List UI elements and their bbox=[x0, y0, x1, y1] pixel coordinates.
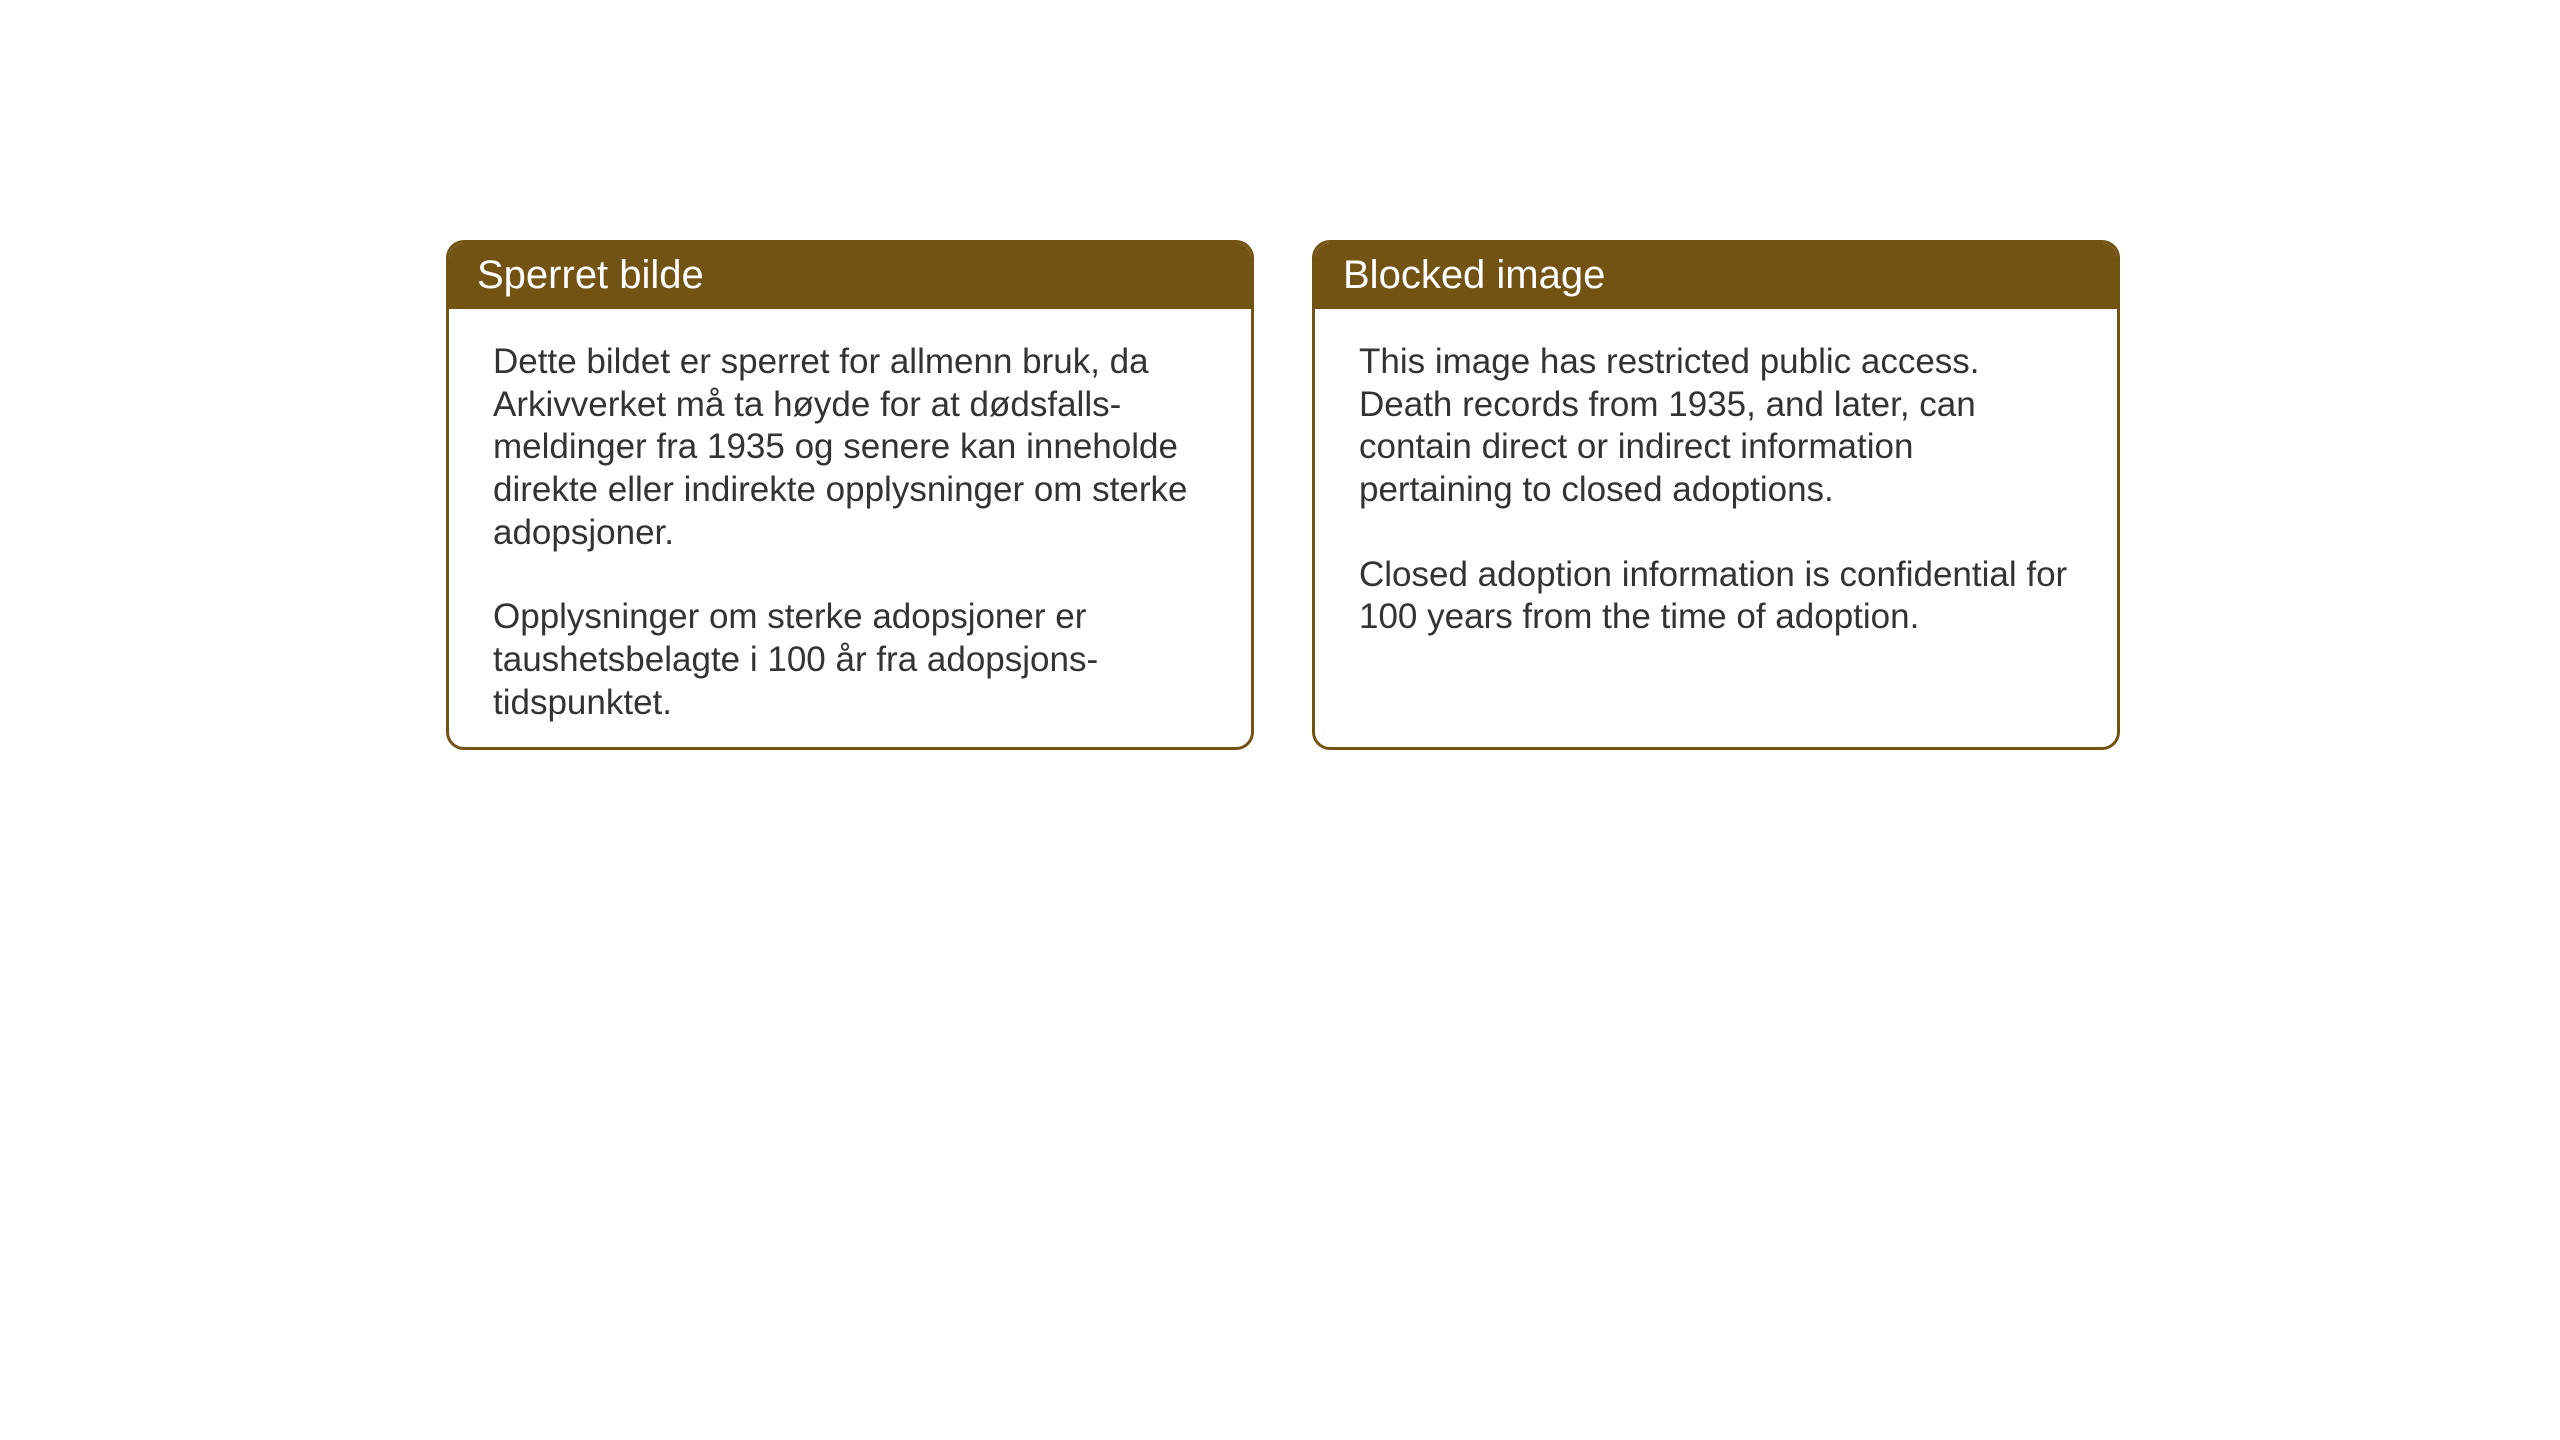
paragraph-norwegian-2: Opplysninger om sterke adopsjoner er tau… bbox=[493, 596, 1207, 724]
paragraph-english-1: This image has restricted public access.… bbox=[1359, 341, 2073, 512]
notice-container: Sperret bilde Dette bildet er sperret fo… bbox=[446, 240, 2120, 750]
card-body-english: This image has restricted public access.… bbox=[1315, 309, 2117, 689]
card-body-norwegian: Dette bildet er sperret for allmenn bruk… bbox=[449, 309, 1251, 750]
notice-card-english: Blocked image This image has restricted … bbox=[1312, 240, 2120, 750]
paragraph-norwegian-1: Dette bildet er sperret for allmenn bruk… bbox=[493, 341, 1207, 554]
card-title-norwegian: Sperret bilde bbox=[449, 243, 1251, 309]
paragraph-english-2: Closed adoption information is confident… bbox=[1359, 554, 2073, 639]
notice-card-norwegian: Sperret bilde Dette bildet er sperret fo… bbox=[446, 240, 1254, 750]
card-title-english: Blocked image bbox=[1315, 243, 2117, 309]
